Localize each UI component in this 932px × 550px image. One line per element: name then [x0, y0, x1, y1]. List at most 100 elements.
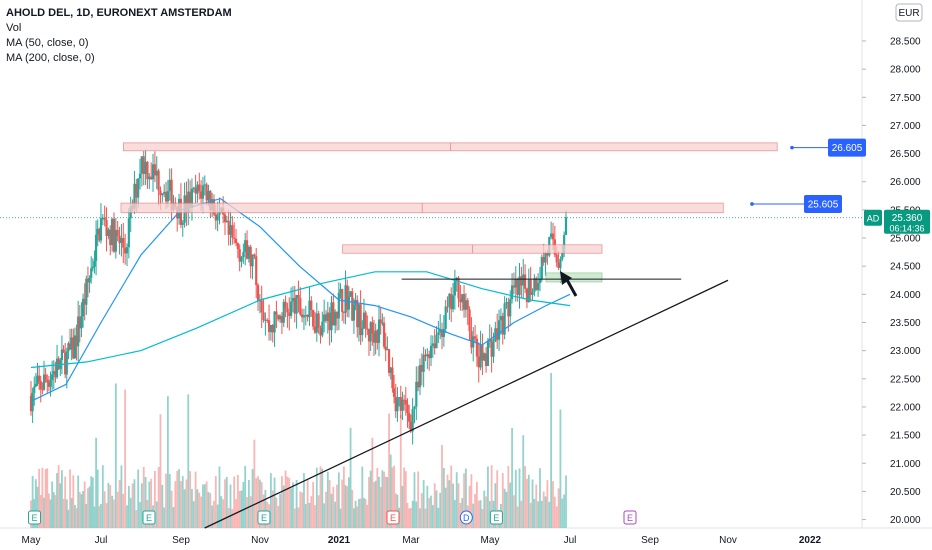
candle-body[interactable] [122, 237, 125, 248]
candle-body[interactable] [111, 218, 114, 246]
candle-body[interactable] [411, 409, 414, 432]
candle-body[interactable] [103, 217, 106, 221]
candle-body[interactable] [196, 184, 199, 194]
candle-body[interactable] [351, 291, 354, 321]
candle-body[interactable] [57, 358, 60, 369]
candle-body[interactable] [253, 254, 256, 257]
candle-body[interactable] [38, 375, 41, 382]
candle-body[interactable] [280, 316, 284, 323]
candle-body[interactable] [67, 343, 70, 352]
candle-body[interactable] [256, 285, 260, 302]
candle-body[interactable] [520, 276, 523, 286]
candle-body[interactable] [424, 354, 427, 357]
candle-body[interactable] [415, 381, 418, 407]
candle-body[interactable] [277, 314, 280, 320]
candle-body[interactable] [262, 312, 265, 321]
candle-body[interactable] [304, 314, 307, 316]
candle-body[interactable] [214, 214, 217, 221]
candle-body[interactable] [428, 354, 431, 359]
candle-body[interactable] [62, 349, 65, 353]
candle-body[interactable] [93, 260, 96, 267]
candle-body[interactable] [86, 278, 90, 283]
event-marker[interactable] [257, 510, 271, 525]
currency-button[interactable] [895, 3, 923, 22]
price-label-box[interactable] [828, 138, 866, 157]
candle-body[interactable] [133, 183, 136, 209]
candle-body[interactable] [440, 329, 444, 337]
candle-body[interactable] [422, 354, 425, 372]
candle-body[interactable] [144, 161, 147, 174]
candle-body[interactable] [342, 311, 345, 313]
candle-body[interactable] [295, 295, 298, 314]
legend-ma200[interactable]: MA (200, close, 0) [6, 52, 95, 64]
candle-body[interactable] [55, 358, 59, 378]
candle-body[interactable] [148, 176, 151, 180]
candle-body[interactable] [80, 316, 83, 329]
candle-body[interactable] [448, 293, 451, 307]
candle-body[interactable] [522, 274, 525, 286]
legend-ma50[interactable]: MA (50, close, 0) [6, 37, 89, 49]
candle-body[interactable] [284, 301, 287, 309]
candle-body[interactable] [413, 406, 416, 410]
price-label-box[interactable] [804, 194, 842, 213]
candle-body[interactable] [308, 300, 311, 318]
candle-body[interactable] [525, 288, 529, 303]
event-marker[interactable] [489, 510, 503, 525]
candle-body[interactable] [418, 365, 422, 388]
candle-body[interactable] [346, 285, 349, 310]
candle-body[interactable] [218, 211, 221, 216]
candle-body[interactable] [401, 399, 404, 411]
candle-body[interactable] [559, 259, 562, 268]
candle-body[interactable] [302, 315, 306, 318]
candle-body[interactable] [163, 191, 166, 194]
candle-body[interactable] [557, 262, 560, 268]
candle-body[interactable] [564, 217, 568, 235]
candle-body[interactable] [509, 299, 512, 317]
candle-body[interactable] [223, 214, 227, 223]
candle-body[interactable] [77, 316, 80, 347]
candle-body[interactable] [334, 311, 337, 326]
candle-body[interactable] [344, 285, 347, 313]
candle-body[interactable] [151, 164, 155, 180]
candle-body[interactable] [313, 326, 317, 333]
candle-body[interactable] [96, 228, 99, 235]
candle-body[interactable] [337, 292, 340, 319]
candle-body[interactable] [389, 367, 392, 373]
candle-body[interactable] [563, 234, 566, 253]
candle-body[interactable] [88, 277, 91, 283]
candle-body[interactable] [468, 309, 471, 332]
candle-body[interactable] [101, 217, 104, 219]
candle-body[interactable] [187, 191, 190, 213]
candle-body[interactable] [258, 300, 261, 302]
candle-body[interactable] [323, 314, 326, 322]
candle-body[interactable] [201, 185, 205, 199]
candle-body[interactable] [431, 343, 434, 346]
candle-body[interactable] [205, 184, 208, 201]
ma50-line[interactable] [30, 197, 571, 402]
candle-body[interactable] [352, 304, 356, 321]
candle-body[interactable] [477, 356, 480, 368]
candle-body[interactable] [33, 386, 36, 393]
candle-body[interactable] [399, 397, 402, 411]
candle-body[interactable] [497, 320, 501, 340]
candle-body[interactable] [404, 399, 407, 405]
candle-body[interactable] [505, 302, 508, 304]
candle-body[interactable] [453, 280, 456, 296]
candle-body[interactable] [135, 183, 138, 198]
candle-body[interactable] [99, 218, 103, 241]
candle-body[interactable] [533, 278, 536, 293]
candle-body[interactable] [535, 278, 538, 291]
symbol-title[interactable]: AHOLD DEL, 1D, EURONEXT AMSTERDAM [6, 7, 232, 19]
candle-body[interactable] [124, 247, 127, 254]
candle-body[interactable] [527, 279, 530, 303]
candle-body[interactable] [550, 233, 553, 238]
ascending-trendline[interactable] [204, 279, 729, 529]
candle-body[interactable] [168, 179, 171, 192]
candle-body[interactable] [437, 332, 440, 336]
candle-body[interactable] [225, 220, 228, 223]
candle-body[interactable] [209, 190, 212, 211]
candle-body[interactable] [324, 314, 328, 321]
candle-body[interactable] [518, 276, 521, 295]
candle-body[interactable] [29, 395, 33, 412]
candle-body[interactable] [142, 156, 145, 174]
